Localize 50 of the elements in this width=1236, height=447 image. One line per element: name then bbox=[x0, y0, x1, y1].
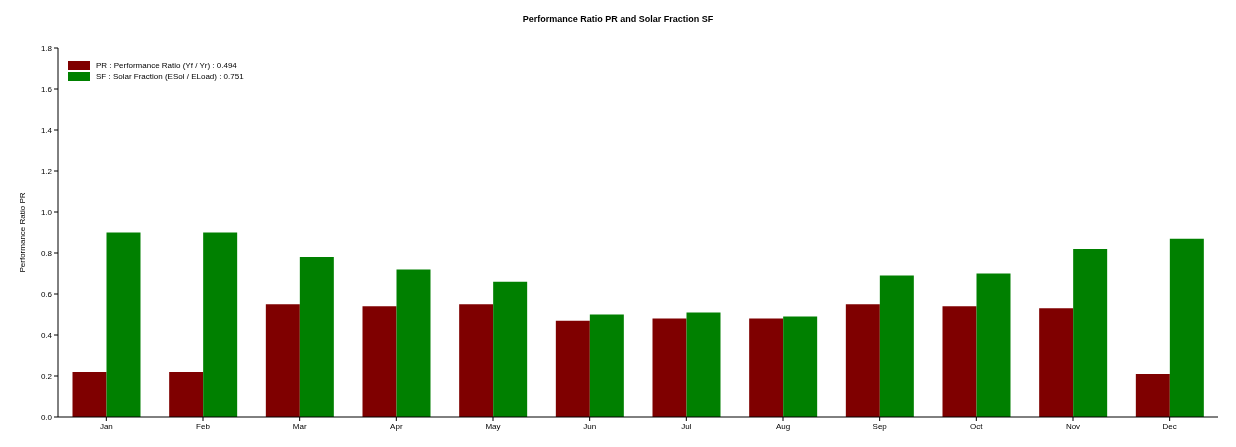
bar bbox=[1169, 238, 1204, 417]
x-tick-label: Dec bbox=[1162, 421, 1177, 431]
bar bbox=[942, 306, 977, 417]
bar bbox=[299, 257, 334, 417]
bar bbox=[783, 316, 818, 417]
y-tick-label: 0.6 bbox=[40, 289, 53, 299]
bar bbox=[396, 269, 431, 417]
legend-label: PR : Performance Ratio (Yf / Yr) : 0.494 bbox=[96, 60, 237, 71]
bar bbox=[459, 304, 494, 417]
y-axis-title: Performance Ratio PR bbox=[17, 192, 27, 273]
bar bbox=[652, 318, 687, 417]
bar bbox=[72, 371, 107, 417]
legend-label: SF : Solar Fraction (ESol / ELoad) : 0.751 bbox=[96, 71, 244, 82]
bar bbox=[203, 232, 238, 417]
bar bbox=[169, 371, 204, 417]
bar bbox=[106, 232, 141, 417]
bar bbox=[1039, 308, 1074, 417]
bar bbox=[976, 273, 1011, 417]
y-tick-label: 0.4 bbox=[40, 330, 53, 340]
x-tick-label: May bbox=[485, 421, 501, 431]
bar bbox=[1135, 373, 1170, 417]
bar bbox=[749, 318, 784, 417]
bar bbox=[589, 314, 624, 417]
x-tick-label: Apr bbox=[390, 421, 403, 431]
bar bbox=[686, 312, 721, 417]
x-tick-label: Feb bbox=[196, 421, 211, 431]
bar bbox=[362, 306, 397, 417]
bar bbox=[845, 304, 880, 417]
x-tick-label: Oct bbox=[970, 421, 984, 431]
y-tick-label: 0.0 bbox=[40, 412, 53, 422]
y-tick-label: 0.8 bbox=[40, 248, 53, 258]
y-tick-label: 0.2 bbox=[40, 371, 53, 381]
x-tick-label: Mar bbox=[292, 421, 307, 431]
y-tick-label: 1.0 bbox=[40, 207, 53, 217]
x-tick-label: Aug bbox=[775, 421, 791, 431]
x-tick-label: Sep bbox=[872, 421, 888, 431]
x-tick-label: Jun bbox=[583, 421, 597, 431]
bar bbox=[555, 320, 590, 417]
y-tick-label: 1.4 bbox=[40, 125, 53, 135]
x-tick-label: Jul bbox=[681, 421, 692, 431]
x-tick-label: Jan bbox=[99, 421, 113, 431]
y-tick-label: 1.2 bbox=[40, 166, 53, 176]
chart-title: Performance Ratio PR and Solar Fraction SF bbox=[521, 13, 715, 26]
x-tick-label: Nov bbox=[1065, 421, 1081, 431]
y-tick-label: 1.8 bbox=[40, 43, 53, 53]
bar bbox=[879, 275, 914, 417]
bar bbox=[493, 281, 528, 417]
bar bbox=[265, 304, 300, 417]
y-tick-label: 1.6 bbox=[40, 84, 53, 94]
bar bbox=[1073, 248, 1108, 417]
